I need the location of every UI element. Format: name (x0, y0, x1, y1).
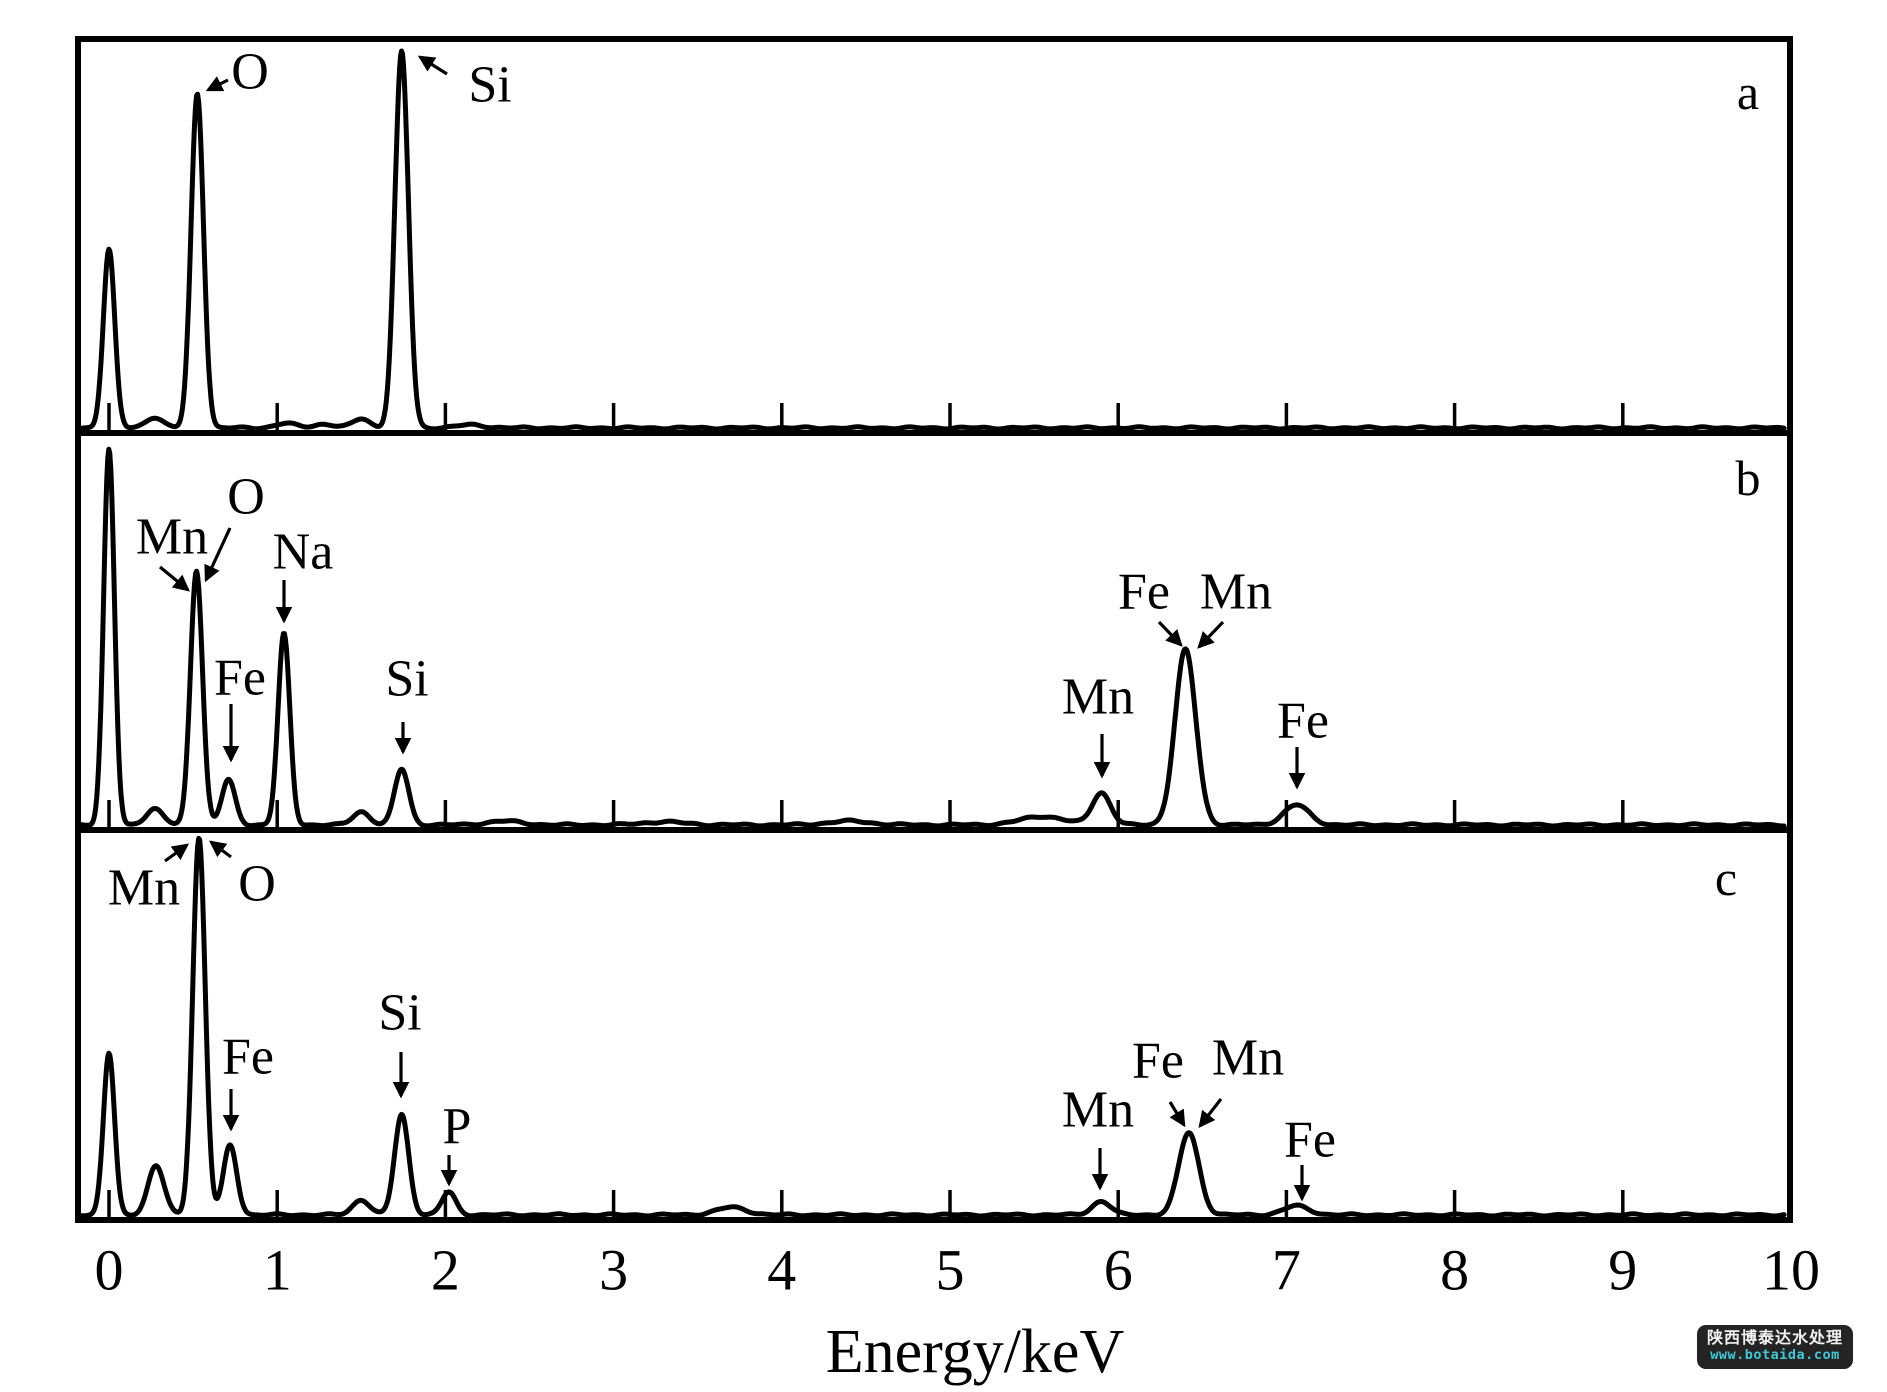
watermark-company-text: 陕西博泰达水处理 (1706, 1330, 1843, 1348)
annotation-arrow-c-0-Mn (164, 843, 190, 863)
annotation-arrow-b-6-Fe (1157, 620, 1183, 647)
annotation-label-a-1-Si: Si (468, 57, 511, 114)
x-tick-label-7: 7 (1272, 1238, 1301, 1303)
annotation-label-b-6-Fe: Fe (1118, 564, 1170, 621)
annotation-label-a-0-O: O (231, 44, 269, 101)
annotation-arrow-c-6-Fe (1168, 1101, 1186, 1128)
spectrum-curve-b (77, 446, 1787, 829)
annotation-label-b-2-Na: Na (273, 524, 334, 581)
annotation-label-b-8-Fe: Fe (1277, 693, 1329, 750)
x-tick-label-10: 10 (1762, 1238, 1820, 1303)
annotation-arrow-c-1-O (209, 840, 232, 859)
annotation-label-b-5-Mn: Mn (1062, 669, 1134, 726)
annotation-label-c-8-Fe: Fe (1284, 1112, 1336, 1169)
panel-frame-c (75, 827, 1793, 1223)
panel-letter-c: c (1715, 850, 1737, 906)
annotation-label-b-3-Fe: Fe (214, 650, 266, 707)
x-tick-label-5: 5 (936, 1238, 965, 1303)
watermark-badge: 陕西博泰达水处理 www.botaida.com (1697, 1325, 1853, 1369)
panel-b: Mn ONa Fe Si Mn Fe Mn Fe b (75, 430, 1793, 833)
panel-a: O Si a (75, 36, 1793, 436)
x-axis-title: Energy/keV (826, 1318, 1125, 1386)
annotation-arrow-c-7-Mn (1198, 1098, 1223, 1128)
spectrum-curve-c (77, 835, 1787, 1219)
annotation-arrow-b-7-Mn (1197, 620, 1225, 649)
annotation-label-b-1-O: O (227, 469, 265, 526)
panel-frame-a (75, 36, 1793, 436)
x-tick-label-1: 1 (263, 1238, 292, 1303)
annotation-arrow-b-1-O (204, 527, 232, 583)
annotation-label-c-3-Si: Si (378, 985, 421, 1042)
x-tick-label-3: 3 (599, 1238, 628, 1303)
x-tick-label-0: 0 (95, 1238, 124, 1303)
annotation-label-b-4-Si: Si (385, 651, 428, 708)
annotation-label-c-5-Mn: Mn (1062, 1082, 1134, 1139)
x-tick-label-2: 2 (431, 1238, 460, 1303)
panel-letter-a: a (1737, 64, 1759, 120)
annotation-label-c-0-Mn: Mn (108, 860, 180, 917)
annotation-label-c-2-Fe: Fe (222, 1029, 274, 1086)
watermark-url-text[interactable]: www.botaida.com (1710, 1347, 1840, 1364)
panel-letter-b: b (1736, 450, 1761, 506)
x-tick-label-8: 8 (1440, 1238, 1469, 1303)
annotation-arrow-a-0-O (205, 76, 229, 92)
annotation-label-c-1-O: O (238, 856, 276, 913)
x-tick-label-9: 9 (1608, 1238, 1637, 1303)
annotation-label-b-0-Mn: Mn (136, 509, 208, 566)
annotation-label-c-6-Fe: Fe (1132, 1033, 1184, 1090)
annotation-arrow-b-0-Mn (158, 565, 190, 592)
annotation-label-b-7-Mn: Mn (1200, 564, 1272, 621)
annotation-label-c-4-P: P (443, 1099, 472, 1156)
annotation-arrow-a-1-Si (417, 55, 448, 76)
x-tick-label-4: 4 (767, 1238, 796, 1303)
annotation-label-c-7-Mn: Mn (1212, 1030, 1284, 1087)
panel-frame-b (75, 430, 1793, 833)
spectrum-curve-a (77, 48, 1787, 432)
x-tick-label-6: 6 (1104, 1238, 1133, 1303)
